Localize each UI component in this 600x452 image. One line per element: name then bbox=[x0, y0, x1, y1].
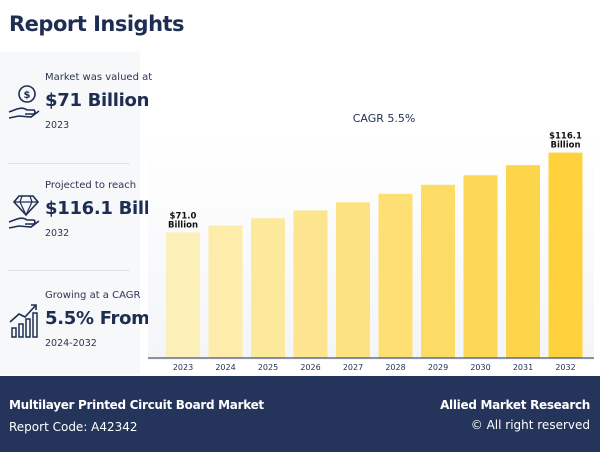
data-label: Billion bbox=[168, 220, 198, 230]
page-title: Report Insights bbox=[9, 12, 185, 36]
stat-divider bbox=[8, 163, 130, 164]
footer-market-name: Multilayer Printed Circuit Board Market bbox=[9, 398, 264, 412]
stat-value: 5.5% From bbox=[45, 308, 150, 329]
footer-bar: Multilayer Printed Circuit Board Market … bbox=[0, 376, 600, 452]
bar-2032 bbox=[548, 152, 583, 358]
stat-label: Projected to reach bbox=[45, 180, 137, 191]
stat-year: 2023 bbox=[45, 120, 70, 131]
footer-report-code: Report Code: A42342 bbox=[9, 420, 138, 434]
bar-2023 bbox=[166, 232, 200, 358]
bar-2025 bbox=[251, 218, 285, 358]
x-tick-label: 2029 bbox=[428, 363, 448, 372]
x-tick-label: 2030 bbox=[470, 363, 490, 372]
x-tick-label: 2024 bbox=[215, 363, 235, 372]
stat-divider bbox=[8, 270, 130, 271]
stat-label: Growing at a CAGR bbox=[45, 290, 141, 301]
bar-2029 bbox=[421, 184, 455, 358]
growth-chart-icon bbox=[9, 304, 38, 338]
chart-title: CAGR 5.5% bbox=[353, 112, 416, 125]
x-tick-label: 2032 bbox=[555, 363, 575, 372]
stat-period: 2024-2032 bbox=[45, 338, 97, 349]
stat-label: Market was valued at bbox=[45, 72, 153, 83]
stats-panel: $ Market was valued at $71 Billion 2023 … bbox=[0, 52, 180, 374]
bar-2031 bbox=[506, 165, 540, 358]
bar-2028 bbox=[378, 193, 413, 358]
diamond-hand-icon bbox=[8, 195, 40, 229]
bar-chart: CAGR 5.5% 2023 2024 2025 2026 2027 2028 2029 20… bbox=[148, 112, 594, 372]
bar-2027 bbox=[336, 202, 370, 358]
stat-value: $71 Billion bbox=[45, 90, 150, 111]
x-tick-label: 2025 bbox=[258, 363, 278, 372]
svg-text:$: $ bbox=[24, 90, 31, 101]
bar-2030 bbox=[463, 175, 498, 358]
stat-year: 2032 bbox=[45, 228, 70, 239]
x-tick-label: 2028 bbox=[385, 363, 405, 372]
data-label: $71.0 bbox=[170, 211, 197, 221]
stat-value: $116.1 Billion bbox=[45, 198, 181, 219]
money-hand-icon: $ bbox=[8, 85, 40, 119]
x-tick-label: 2023 bbox=[173, 363, 193, 372]
x-tick-label: 2027 bbox=[343, 363, 363, 372]
data-label: $116.1 bbox=[549, 132, 582, 142]
footer-brand: Allied Market Research bbox=[440, 398, 590, 412]
bar-2026 bbox=[293, 210, 328, 358]
bar-2024 bbox=[208, 225, 243, 358]
x-tick-label: 2031 bbox=[513, 363, 533, 372]
data-label: Billion bbox=[550, 141, 580, 151]
x-tick-label: 2026 bbox=[300, 363, 320, 372]
footer-rights: © All right reserved bbox=[470, 418, 590, 432]
